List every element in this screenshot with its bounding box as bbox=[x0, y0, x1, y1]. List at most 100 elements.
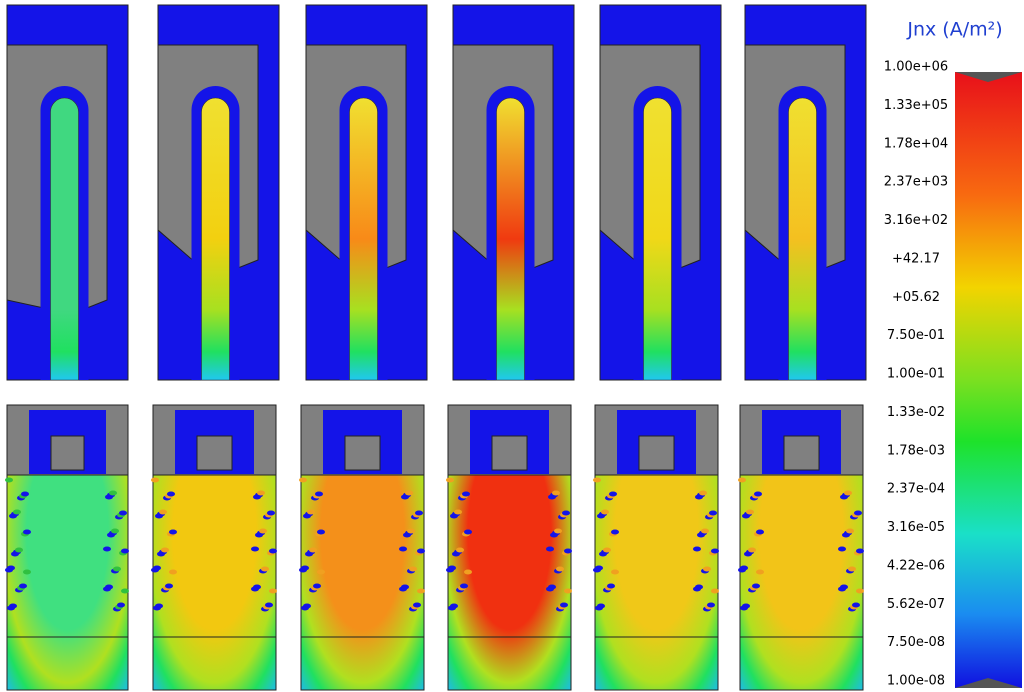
colorbar-label: +42.17 bbox=[892, 251, 940, 266]
contact-core bbox=[196, 435, 233, 471]
contact-core bbox=[344, 435, 381, 471]
bottom-panel bbox=[593, 404, 719, 691]
bottom-panel bbox=[738, 404, 864, 691]
colorbar-label: 2.37e+03 bbox=[884, 175, 948, 190]
speckle bbox=[313, 583, 321, 589]
speckle bbox=[253, 584, 261, 590]
colorbar-cap bbox=[955, 72, 1022, 82]
channel bbox=[643, 97, 672, 381]
channel bbox=[788, 97, 817, 381]
speckle bbox=[464, 529, 472, 535]
speckle bbox=[5, 477, 13, 483]
speckle bbox=[838, 546, 846, 552]
channel bbox=[50, 97, 79, 381]
speckle bbox=[161, 547, 169, 553]
speckle bbox=[405, 490, 413, 496]
contact-core bbox=[491, 435, 528, 471]
speckle bbox=[607, 583, 615, 589]
speckle bbox=[742, 603, 750, 609]
speckle bbox=[165, 583, 173, 589]
colorbar-title: Jnx (A/m²) bbox=[906, 19, 1002, 41]
speckle bbox=[19, 583, 27, 589]
speckle bbox=[746, 509, 754, 515]
speckle bbox=[315, 491, 323, 497]
speckle bbox=[593, 477, 601, 483]
speckle bbox=[409, 566, 417, 572]
colorbar-label: 1.33e-02 bbox=[887, 405, 945, 420]
speckle bbox=[15, 547, 23, 553]
speckle bbox=[456, 547, 464, 553]
speckle bbox=[413, 602, 421, 608]
speckle bbox=[846, 528, 854, 534]
colorbar-cap bbox=[955, 678, 1022, 688]
speckle bbox=[693, 546, 701, 552]
speckle bbox=[261, 566, 269, 572]
speckle bbox=[307, 509, 315, 515]
speckle bbox=[7, 565, 15, 571]
speckle bbox=[251, 546, 259, 552]
speckle bbox=[554, 528, 562, 534]
speckle bbox=[548, 584, 556, 590]
bottom-panel bbox=[5, 404, 129, 691]
colorbar-label: 3.16e-05 bbox=[887, 520, 945, 535]
speckle bbox=[105, 584, 113, 590]
speckle bbox=[556, 566, 564, 572]
speckle bbox=[703, 566, 711, 572]
speckle bbox=[564, 588, 572, 594]
top-panel bbox=[305, 4, 428, 381]
speckle bbox=[564, 548, 572, 554]
colorbar-label: 1.33e+05 bbox=[884, 98, 948, 113]
top-panel bbox=[744, 4, 867, 381]
speckle bbox=[611, 529, 619, 535]
speckle bbox=[748, 547, 756, 553]
colorbar-label: 1.78e+04 bbox=[884, 136, 948, 151]
colorbar-label: 4.22e-06 bbox=[887, 558, 945, 573]
colorbar bbox=[955, 72, 1022, 688]
bottom-panel bbox=[299, 404, 425, 691]
speckle bbox=[159, 509, 167, 515]
speckle bbox=[562, 510, 570, 516]
bottom-panel bbox=[151, 404, 277, 691]
speckle bbox=[269, 588, 277, 594]
colorbar-label: 5.62e-07 bbox=[887, 597, 945, 612]
speckle bbox=[265, 602, 273, 608]
speckle bbox=[446, 477, 454, 483]
top-panel bbox=[452, 4, 575, 381]
speckle bbox=[399, 546, 407, 552]
speckle bbox=[738, 477, 746, 483]
speckle bbox=[257, 490, 265, 496]
colorbar-label: 7.50e-08 bbox=[887, 635, 945, 650]
speckle bbox=[9, 603, 17, 609]
speckle bbox=[151, 477, 159, 483]
speckle bbox=[852, 602, 860, 608]
contact-core bbox=[783, 435, 820, 471]
speckle bbox=[448, 565, 456, 571]
speckle bbox=[309, 547, 317, 553]
colorbar-label: 1.00e+06 bbox=[884, 60, 948, 75]
speckle bbox=[709, 510, 717, 516]
speckle bbox=[595, 565, 603, 571]
speckle bbox=[117, 602, 125, 608]
speckle bbox=[303, 603, 311, 609]
speckle bbox=[552, 490, 560, 496]
speckle bbox=[701, 528, 709, 534]
speckle bbox=[695, 584, 703, 590]
speckle bbox=[121, 588, 129, 594]
speckle bbox=[167, 491, 175, 497]
speckle bbox=[707, 602, 715, 608]
speckle bbox=[113, 566, 121, 572]
speckle bbox=[756, 569, 764, 575]
colorbar-label: 1.00e-01 bbox=[887, 367, 945, 382]
speckle bbox=[560, 602, 568, 608]
top-panel bbox=[157, 4, 280, 381]
speckle bbox=[450, 603, 458, 609]
speckle bbox=[844, 490, 852, 496]
colorbar-label: 3.16e+02 bbox=[884, 213, 948, 228]
speckle bbox=[111, 528, 119, 534]
speckle bbox=[153, 565, 161, 571]
speckle bbox=[611, 569, 619, 575]
speckle bbox=[407, 528, 415, 534]
channel bbox=[349, 97, 378, 381]
speckle bbox=[169, 529, 177, 535]
